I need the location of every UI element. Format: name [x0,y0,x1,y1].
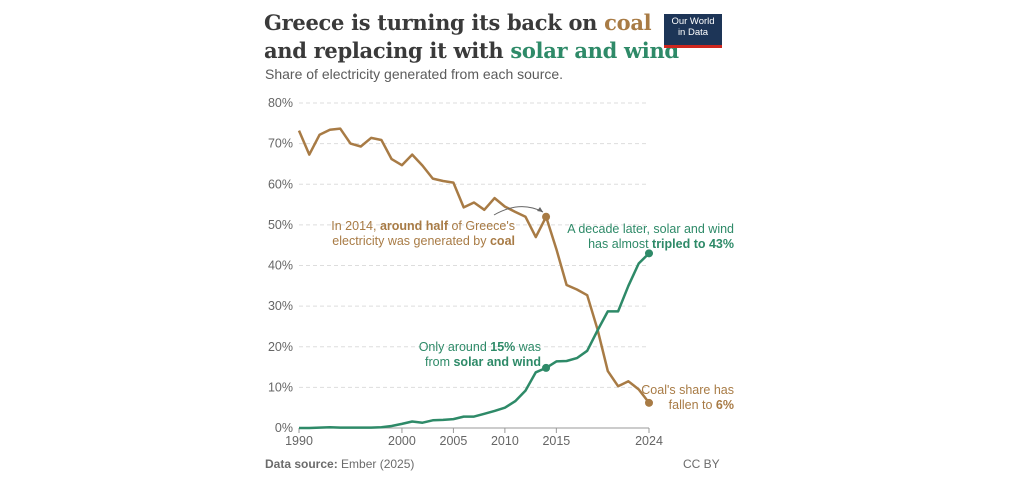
coal-2024-annotation-line: Coal's share has [641,383,734,397]
coal-2014-annotation-line: electricity was generated by coal [332,234,515,248]
coal-2014-annotation-text: of Greece's [448,219,515,233]
coal-2014-annotation-text: In 2014, [331,219,380,233]
y-tick-label: 30% [268,299,293,313]
solar-wind-2024-annotation-text: has almost [588,237,652,251]
solar-wind-2014-annotation: Only around 15% was from solar and wind [419,340,541,369]
y-tick-label: 70% [268,137,293,151]
solar-wind-2014-annotation-text: 15% [490,340,515,354]
title-part1: Greece is turning its back on [264,10,605,35]
x-tick-label: 2010 [491,434,519,448]
solar-wind-2024-annotation-line: A decade later, solar and wind [567,222,734,236]
source-label: Data source: [265,457,338,471]
coal-line [297,127,650,404]
coal-2014-annotation-line: In 2014, around half of Greece's [331,219,515,233]
y-tick-label: 20% [268,340,293,354]
coal-2024-annotation-text: 6% [716,398,734,412]
solar-wind-2014-annotation-line: Only around 15% was [419,340,541,354]
owid-logo[interactable]: Our World in Data [664,14,722,48]
y-tick-label: 80% [268,96,293,110]
coal-2024-annotation: Coal's share has fallen to 6% [641,383,734,412]
logo-line2: in Data [677,27,709,38]
coal-2024-annotation-line: fallen to 6% [669,398,734,412]
title-coal: coal [604,10,652,35]
solar-wind-2014-annotation-text: from [425,355,453,369]
coal-2014-annotation: In 2014, around half of Greece's electric… [331,219,515,248]
coal-point [645,398,653,407]
title-solar-wind: solar and wind [510,38,679,63]
data-source: Data source: Ember (2025) [265,457,414,471]
solar-wind-2014-annotation-text: Only around [419,340,491,354]
solar_wind-point [542,363,551,372]
y-tick-label: 40% [268,259,293,273]
solar-wind-2024-annotation-text: tripled to 43% [652,237,734,251]
solar-wind-2014-annotation-line: from solar and wind [425,355,541,369]
logo-line1: Our World [671,16,715,27]
title-part2: and replacing it with [264,38,511,63]
y-tick-label: 50% [268,218,293,232]
coal-2014-annotation-text: electricity was generated by [332,234,490,248]
arrow-head-icon [537,207,543,212]
solar-wind-2024-annotation: A decade later, solar and wind has almost… [567,222,734,251]
coal-2024-annotation-text: fallen to [669,398,716,412]
x-tick-label: 2000 [388,434,416,448]
license[interactable]: CC BY [683,457,720,471]
solar-wind-2014-annotation-text: solar and wind [453,355,541,369]
chart-title: Greece is turning its back on coal and r… [264,9,679,65]
x-tick-label: 2024 [635,434,663,448]
y-tick-label: 0% [275,421,293,435]
coal-2024-annotation-text: Coal's share has [641,383,734,397]
source-value[interactable]: Ember (2025) [337,457,415,471]
solar-wind-2024-annotation-text: A decade later, solar and wind [567,222,734,236]
chart-subtitle: Share of electricity generated from each… [265,66,564,82]
coal-2014-annotation-text: coal [490,234,515,248]
y-tick-label: 10% [268,380,293,394]
solar-wind-2024-annotation-line: has almost tripled to 43% [588,237,734,251]
solar_wind-point [645,249,653,258]
x-tick-label: 2005 [440,434,468,448]
solar-wind-2014-annotation-text: was [515,340,541,354]
x-tick-label: 1990 [285,434,313,448]
coal-2014-annotation-text: around half [380,219,449,233]
y-tick-label: 60% [268,177,293,191]
solar_wind-line [299,252,650,430]
x-tick-label: 2015 [542,434,570,448]
coal-point [542,212,551,221]
